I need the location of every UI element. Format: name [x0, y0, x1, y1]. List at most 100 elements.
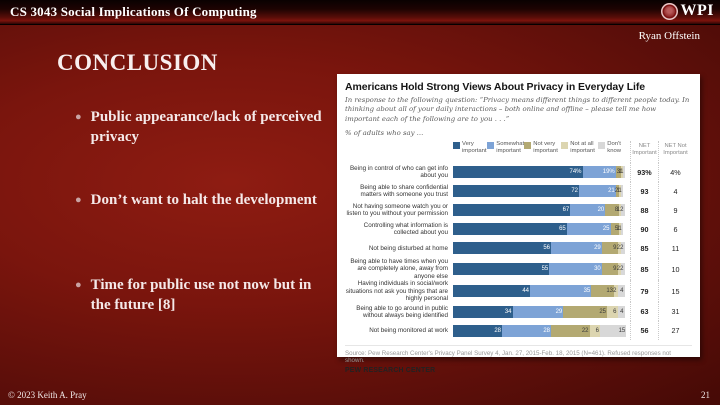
net-important-value: 93: [630, 181, 658, 201]
chart-row: Being able to go around in public withou…: [345, 302, 692, 322]
bullet-item: ● Public appearance/lack of perceived pr…: [75, 107, 333, 148]
bar-segment-value: 9: [613, 245, 617, 252]
legend-label: Not at all important: [570, 140, 595, 155]
stacked-bar: 55 30 9 2 2: [451, 263, 630, 276]
legend-swatch-icon: [524, 141, 532, 149]
bar-segment: 8: [605, 204, 620, 217]
bar-segment: 72: [453, 185, 579, 198]
stacked-bar: 28 28 22 6 15: [451, 324, 630, 337]
row-label: Being able to share confidential matters…: [360, 184, 448, 199]
bullet-text: Time for public use not now but in the f…: [90, 277, 312, 314]
bar-segment: 25: [566, 223, 611, 236]
bar-segment-value: 9: [613, 266, 617, 273]
bar-segment-value: 6: [595, 327, 599, 334]
bar-segment-value: 13: [606, 288, 613, 295]
net-important-value: 79: [630, 280, 658, 303]
stacked-bar: 74% 19% 3 1 1: [451, 166, 630, 179]
chart-rows: Being in control of who can get info abo…: [345, 162, 692, 341]
bar-segment: 6: [607, 305, 618, 318]
bar-segment-value: 6: [613, 308, 617, 315]
bar-segment-value: 3: [616, 169, 620, 176]
bar-segment-value: 34: [504, 308, 512, 315]
bar-segment-value: 67: [562, 207, 570, 214]
row-label: Being in control of who can get info abo…: [349, 165, 448, 180]
bar-segment-value: 30: [594, 266, 601, 273]
bar-segment: 30: [549, 263, 602, 276]
bar-segment-value: 44: [522, 288, 529, 295]
net-important-value: 85: [630, 257, 658, 281]
bar-segment-value: 28: [543, 327, 550, 334]
chart-legend: Very important Somewhat important Not very…: [451, 141, 630, 163]
row-label: Being able to go around in public withou…: [356, 304, 448, 319]
legend-label: Somewhat important: [496, 140, 525, 155]
bar-segment: 74%: [453, 166, 583, 179]
legend-swatch-icon: [453, 141, 460, 149]
bar-segment-value: 65: [559, 226, 566, 233]
net-important-value: 93%: [630, 162, 658, 182]
bar-segment: 9: [601, 242, 618, 255]
legend-label: Don't know: [607, 140, 622, 155]
bar-segment-value: 22: [581, 327, 589, 334]
bullet-icon: ●: [75, 279, 82, 291]
bar-segment-value: 1: [616, 188, 620, 195]
net-not-important-value: 27: [658, 321, 692, 341]
chart-row: Not being monitored at work 28 28 22 6 15 56 27: [345, 321, 692, 341]
bar-segment: 1: [618, 185, 623, 198]
bar-segment-value: 2: [620, 245, 624, 252]
bar-segment: 1: [618, 223, 623, 236]
bullet-text: Don’t want to halt the development: [90, 192, 317, 208]
net-important-value: 63: [630, 302, 658, 322]
bar-segment-value: 25: [602, 226, 610, 233]
bar-segment: 21: [579, 185, 616, 198]
legend-label: Not very important: [533, 140, 558, 155]
bar-segment: 2: [613, 285, 618, 298]
bar-segment-value: 1: [618, 169, 622, 176]
row-label: Being able to have times when you are co…: [350, 257, 448, 280]
bar-segment: 2: [616, 242, 621, 255]
bar-segment-value: 2: [616, 245, 620, 252]
row-label: Not being disturbed at home: [368, 244, 448, 252]
wpi-logo: WPI: [660, 2, 715, 20]
legend-item: Very important: [453, 141, 487, 163]
bullet-icon: ●: [75, 111, 82, 123]
bar-segment-value: 8: [614, 207, 619, 214]
bar-segment: 13: [591, 285, 614, 298]
bar-segment-value: 74%: [569, 169, 582, 176]
net-not-important-value: 4%: [658, 162, 692, 182]
chart-subtitle: In response to the following question: “…: [345, 96, 690, 123]
author-name: Ryan Offstein: [638, 30, 700, 42]
chart-row: Not having someone watch you or listen t…: [345, 200, 692, 220]
bar-segment-value: 1: [618, 188, 622, 195]
bar-segment: 65: [453, 223, 567, 236]
bar-segment: 2: [620, 242, 625, 255]
bar-segment-value: 35: [583, 288, 591, 295]
chart-row: Being in control of who can get info abo…: [345, 162, 692, 182]
bar-segment-value: 1: [620, 169, 624, 176]
bar-segment: 2: [620, 263, 625, 276]
bar-segment-value: 4: [620, 288, 624, 295]
net-not-important-value: 11: [658, 238, 692, 258]
bar-segment: 67: [453, 204, 571, 217]
net-not-important-value: 15: [658, 280, 692, 303]
bar-segment: 4: [617, 285, 625, 298]
course-title: CS 3043 Social Implications Of Computing: [10, 4, 257, 19]
bullet-icon: ●: [75, 194, 82, 206]
bar-segment: 1: [617, 223, 621, 236]
bar-segment: 1: [620, 166, 625, 179]
bar-segment: 56: [453, 242, 551, 255]
row-label: Not having someone watch you or listen t…: [346, 203, 449, 218]
chart-source: Source: Pew Research Center's Privacy Pa…: [345, 345, 692, 364]
bar-segment-value: 2: [620, 207, 624, 214]
stacked-bar: 44 35 13 2 4: [451, 285, 630, 298]
bar-segment-value: 21: [608, 188, 615, 195]
bar-segment: 25: [563, 305, 607, 318]
legend-item: Somewhat important: [487, 141, 524, 163]
page-number: 21: [701, 390, 710, 400]
bar-segment-value: 2: [616, 266, 620, 273]
bar-segment: 1: [617, 204, 621, 217]
net-important-value: 85: [630, 238, 658, 258]
copyright-text: © 2023 Keith A. Pray: [8, 390, 87, 400]
bar-segment-value: 15: [618, 327, 626, 334]
chart-row: Having individuals in social/work situat…: [345, 280, 692, 303]
bar-segment-value: 55: [541, 266, 549, 273]
